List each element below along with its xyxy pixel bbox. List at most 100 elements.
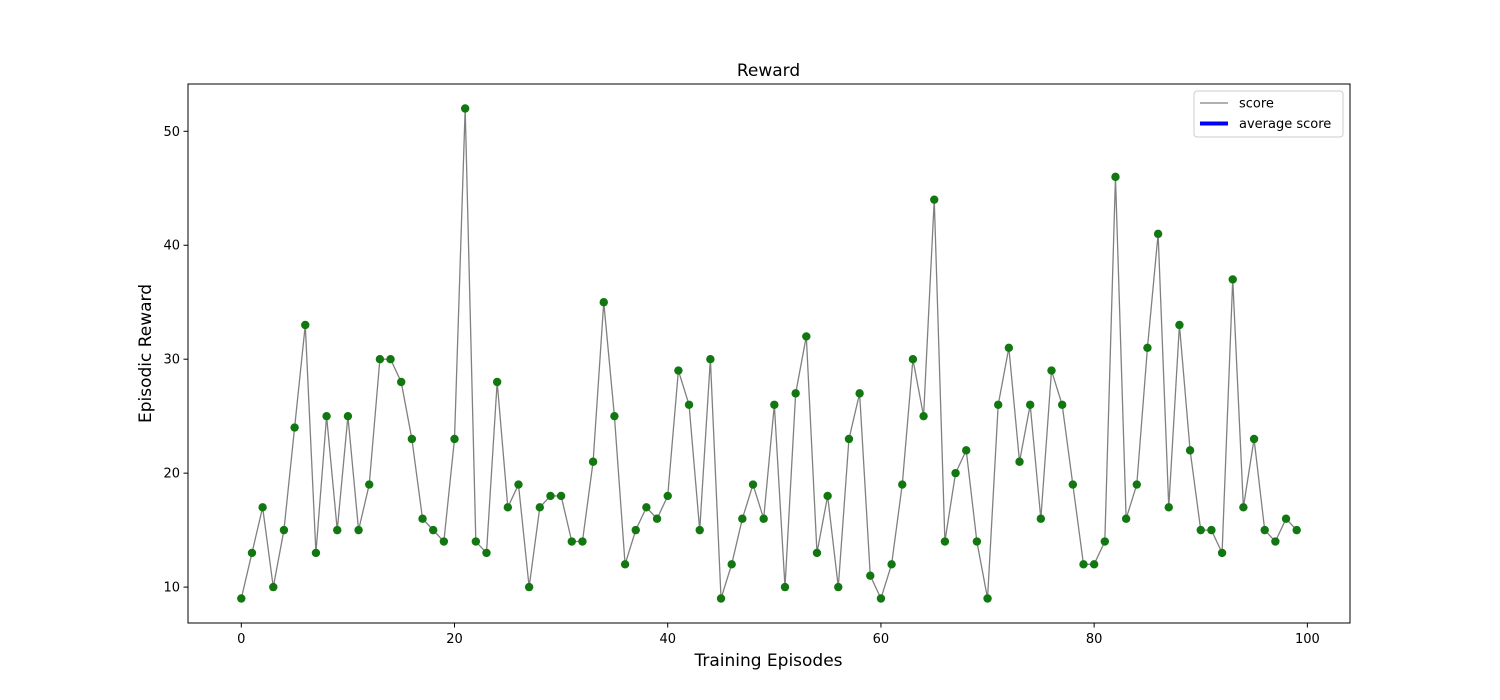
data-point <box>439 537 449 546</box>
data-point <box>567 537 576 546</box>
data-point <box>812 548 822 558</box>
data-point <box>780 582 790 592</box>
x-tick-label: 60 <box>873 632 890 647</box>
data-point <box>535 503 544 512</box>
data-point <box>919 411 928 421</box>
legend: score average score <box>1193 90 1344 138</box>
data-point <box>247 548 257 558</box>
data-point <box>1025 400 1035 409</box>
data-point <box>706 355 715 364</box>
data-point <box>1068 480 1078 489</box>
data-point <box>514 480 523 489</box>
data-point <box>428 525 438 535</box>
data-point <box>1089 560 1099 569</box>
data-point <box>1111 172 1120 182</box>
data-point <box>972 537 982 546</box>
data-point <box>770 400 779 409</box>
data-point <box>652 514 662 523</box>
y-tick-label: 10 <box>163 581 180 596</box>
data-point <box>898 480 907 489</box>
data-point <box>844 434 854 444</box>
data-point <box>1196 525 1205 535</box>
data-point <box>1249 434 1259 444</box>
series-line-score <box>240 108 1298 601</box>
data-point <box>311 548 321 558</box>
data-point <box>588 457 598 466</box>
data-point <box>855 389 864 398</box>
y-tick-label: 30 <box>163 353 180 368</box>
data-point <box>343 411 353 421</box>
data-point <box>556 491 566 501</box>
axes-frame <box>187 83 1351 624</box>
data-point <box>951 468 960 478</box>
data-point <box>887 560 896 569</box>
data-point <box>1239 503 1248 512</box>
data-point <box>930 195 939 204</box>
data-point <box>908 355 918 364</box>
x-tick-label: 20 <box>446 632 463 647</box>
data-point <box>802 332 811 341</box>
data-point <box>791 389 800 398</box>
legend-label-score: score <box>1239 97 1274 112</box>
data-point <box>290 423 299 432</box>
data-point <box>1100 537 1110 546</box>
data-point <box>365 480 374 489</box>
data-point <box>471 537 481 546</box>
data-point <box>1036 514 1046 523</box>
data-point <box>631 525 640 535</box>
data-point <box>546 491 555 501</box>
data-point <box>738 514 747 523</box>
data-point <box>418 514 427 523</box>
data-point <box>1185 446 1195 455</box>
y-tick-label: 50 <box>163 125 180 140</box>
data-point <box>1175 320 1184 330</box>
x-tick-label: 40 <box>659 632 676 647</box>
data-point <box>1228 275 1237 284</box>
data-point <box>1132 480 1141 489</box>
x-tick-label: 0 <box>237 632 245 647</box>
data-point <box>1271 537 1280 546</box>
data-point <box>397 377 406 387</box>
data-point <box>674 366 683 375</box>
data-point <box>1164 503 1173 512</box>
y-axis-label: Episodic Reward <box>136 284 156 423</box>
data-point <box>620 560 630 569</box>
data-point <box>1004 343 1014 352</box>
data-point <box>1047 366 1056 375</box>
data-point <box>1057 400 1067 409</box>
data-point <box>983 594 992 603</box>
data-point <box>460 104 470 113</box>
data-point <box>407 434 417 444</box>
data-point <box>727 560 736 569</box>
data-point <box>578 537 587 546</box>
legend-label-average-score: average score <box>1239 117 1331 132</box>
data-point <box>962 446 971 455</box>
chart-title: Reward <box>737 61 800 81</box>
data-point <box>876 594 886 603</box>
data-point <box>524 582 534 592</box>
data-point <box>301 320 310 330</box>
data-point <box>492 377 502 387</box>
x-tick-label: 80 <box>1086 632 1103 647</box>
y-axis: 10 20 30 40 50 <box>163 125 188 596</box>
data-point <box>684 400 694 409</box>
data-point <box>716 594 726 603</box>
data-point <box>1143 343 1152 352</box>
data-point <box>610 411 619 421</box>
data-point <box>642 503 651 512</box>
data-point <box>866 571 875 580</box>
data-point <box>1015 457 1024 466</box>
data-point <box>994 400 1003 409</box>
data-point <box>269 582 278 592</box>
data-point <box>1281 514 1291 523</box>
data-point <box>450 434 459 444</box>
y-tick-label: 20 <box>163 467 180 482</box>
data-point <box>333 525 342 535</box>
data-point <box>834 582 843 592</box>
data-point <box>823 491 832 501</box>
data-point <box>1292 525 1301 535</box>
x-tick-label: 100 <box>1295 632 1320 647</box>
data-point <box>322 411 331 421</box>
data-point <box>1079 560 1088 569</box>
data-point <box>279 525 289 535</box>
